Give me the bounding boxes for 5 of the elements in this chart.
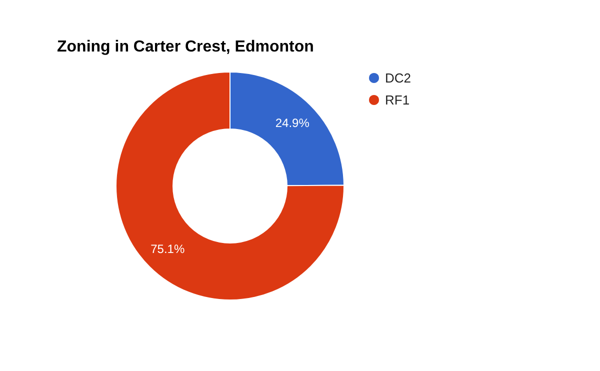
legend-label: RF1 [385,92,410,108]
data-label: 24.9% [275,116,310,130]
chart-title: Zoning in Carter Crest, Edmonton [57,38,314,56]
legend-label: DC2 [385,70,412,86]
data-label: 75.1% [150,242,185,256]
